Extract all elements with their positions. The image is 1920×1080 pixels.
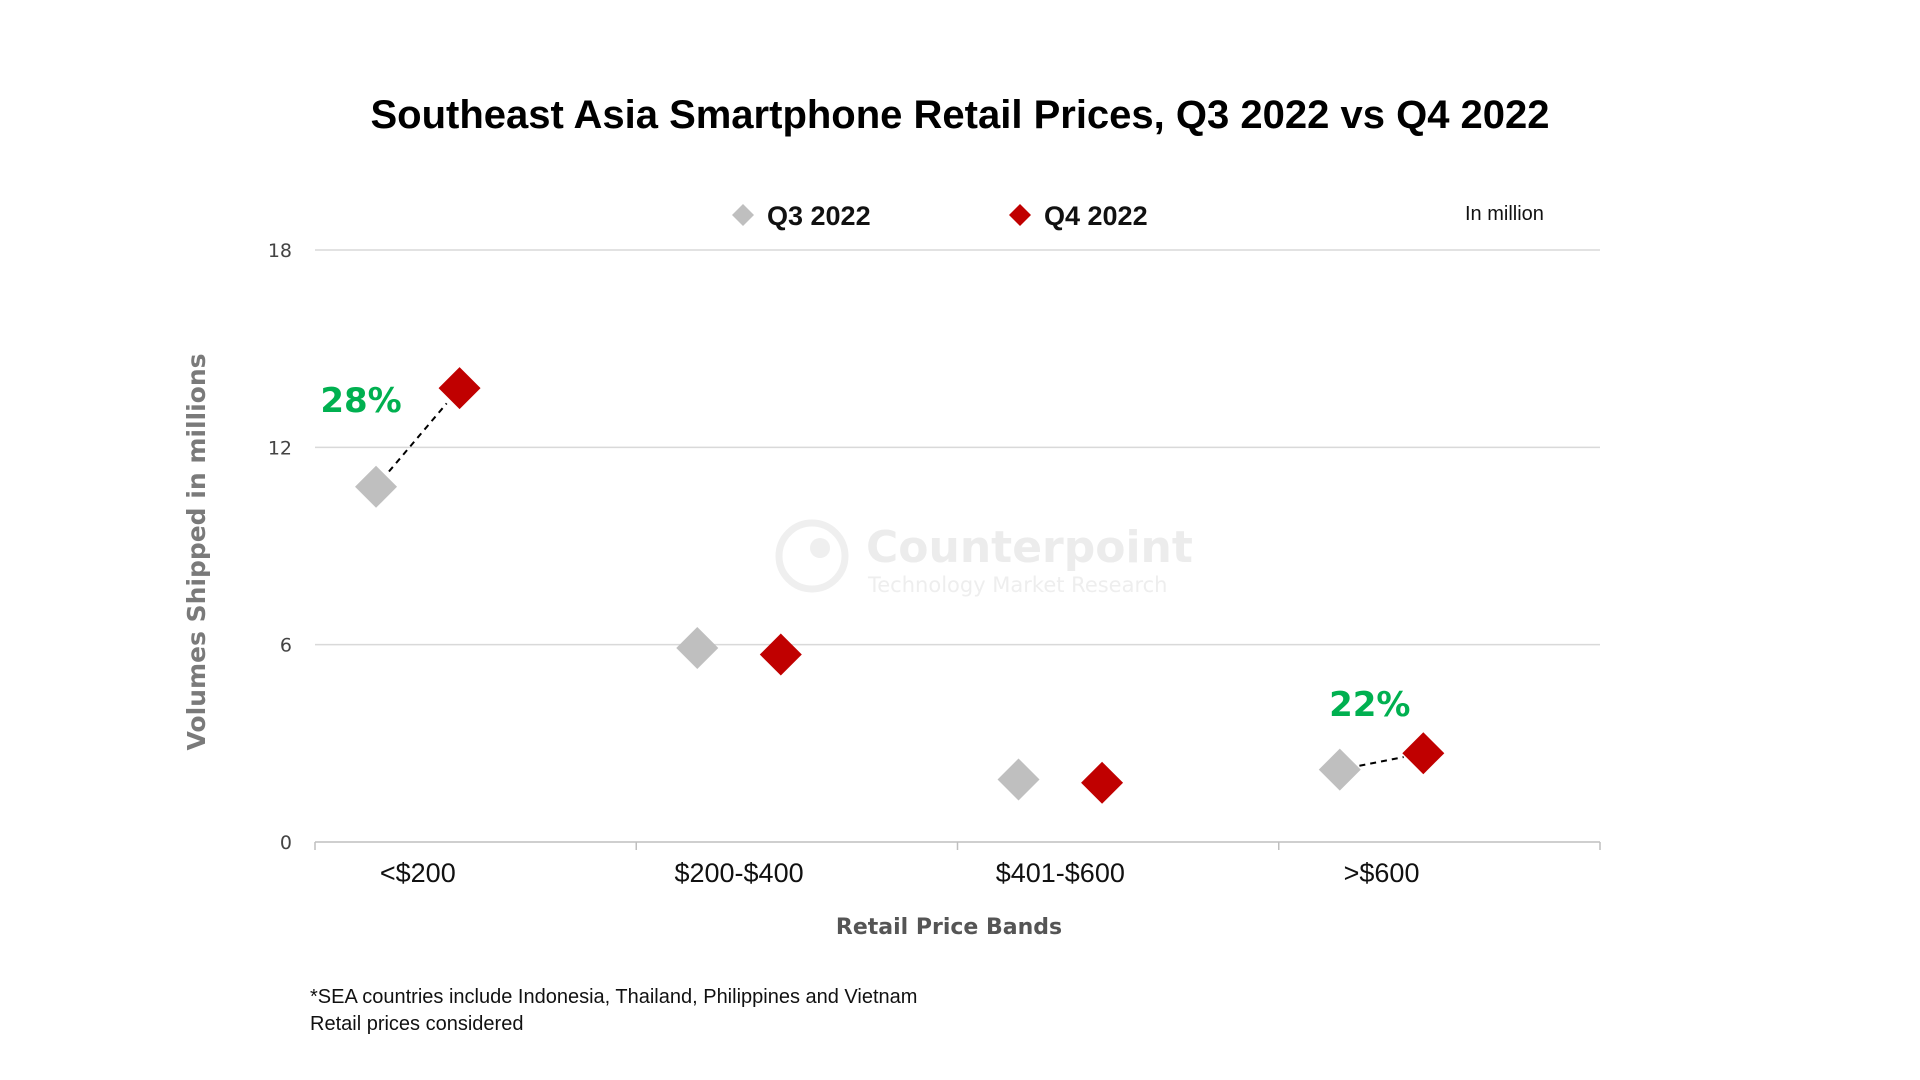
- data-point-q4: [759, 633, 802, 676]
- annotation-percent: 22%: [1329, 685, 1410, 725]
- x-axis-ticks: <$200 $200-$400 $401-$600 >$600: [380, 858, 1420, 888]
- data-points: [355, 367, 1445, 804]
- gridlines: [315, 249, 1600, 646]
- y-tick-label: 12: [268, 437, 292, 459]
- unit-note: In million: [1465, 203, 1544, 225]
- annotations: 28% 22%: [320, 381, 1410, 725]
- data-point-q4: [1081, 761, 1124, 804]
- watermark-title: Counterpoint: [866, 522, 1193, 573]
- legend-label: Q4 2022: [1044, 201, 1148, 231]
- watermark-subtitle: Technology Market Research: [867, 573, 1168, 597]
- footnote-1: *SEA countries include Indonesia, Thaila…: [310, 986, 917, 1008]
- watermark-logo-icon: [775, 519, 849, 593]
- data-point-q3: [997, 758, 1040, 801]
- y-tick-label: 0: [280, 832, 292, 854]
- data-point-q4: [1402, 732, 1445, 775]
- y-tick-label: 18: [268, 240, 292, 262]
- connectors: [388, 402, 1404, 767]
- legend-label: Q3 2022: [767, 201, 871, 231]
- x-tick-label: >$600: [1344, 858, 1420, 888]
- footnote-2: Retail prices considered: [310, 1013, 523, 1035]
- x-axis-label: Retail Price Bands: [836, 915, 1062, 940]
- annotation-percent: 28%: [320, 381, 401, 421]
- connector-line: [388, 402, 448, 473]
- legend-marker-icon: [732, 204, 754, 226]
- y-axis-ticks: 0 6 12 18: [268, 240, 292, 854]
- data-point-q4: [438, 367, 481, 410]
- connector-line: [1359, 756, 1404, 767]
- legend-marker-icon: [1009, 204, 1031, 226]
- legend: Q3 2022 Q4 2022: [732, 201, 1148, 231]
- x-tick-label: <$200: [380, 858, 456, 888]
- x-axis: [314, 841, 1601, 850]
- watermark-logo-dot: [810, 538, 830, 558]
- data-point-q3: [1318, 748, 1361, 791]
- y-axis-label: Volumes Shipped in millions: [182, 353, 211, 750]
- data-point-q3: [676, 626, 719, 669]
- watermark: Counterpoint Technology Market Research: [775, 519, 1193, 597]
- data-point-q3: [355, 465, 398, 508]
- x-tick-label: $401-$600: [996, 858, 1125, 888]
- chart-title: Southeast Asia Smartphone Retail Prices,…: [370, 93, 1549, 137]
- x-tick-label: $200-$400: [674, 858, 803, 888]
- y-tick-label: 6: [280, 635, 292, 657]
